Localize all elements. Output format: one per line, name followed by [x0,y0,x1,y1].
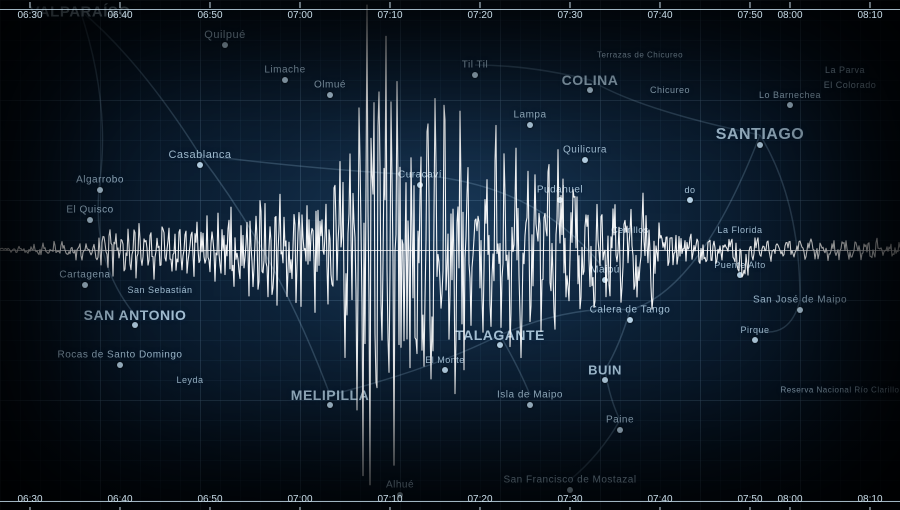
time-tick: 08:10 [857,494,882,510]
time-tick-label: 08:10 [857,10,882,21]
time-tick-label: 07:10 [377,494,402,505]
time-tick: 06:30 [17,494,42,510]
time-tick-label: 07:20 [467,10,492,21]
time-tick-label: 08:00 [777,494,802,505]
time-tick-label: 06:30 [17,494,42,505]
time-tick-label: 08:00 [777,10,802,21]
time-tick-label: 07:40 [647,494,672,505]
time-tick: 07:50 [737,2,762,21]
time-tick: 06:40 [107,2,132,21]
time-tick-label: 07:00 [287,494,312,505]
time-tick: 06:30 [17,2,42,21]
time-tick: 07:10 [377,2,402,21]
time-tick: 07:20 [467,2,492,21]
time-tick-label: 06:40 [107,494,132,505]
time-tick: 08:10 [857,2,882,21]
time-tick: 07:10 [377,494,402,510]
time-tick: 07:40 [647,494,672,510]
time-tick-label: 07:40 [647,10,672,21]
time-tick-label: 06:30 [17,10,42,21]
time-axis-top: 06:3006:4006:5007:0007:1007:2007:3007:40… [0,2,900,16]
time-axis-bottom: 06:30 06:40 06:50 07:00 07:10 07:20 07:30 07:40… [0,494,900,508]
time-tick-label: 07:20 [467,494,492,505]
time-tick: 07:30 [557,494,582,510]
time-tick-label: 07:30 [557,10,582,21]
seismograph-viewport: VALPARAÍSOCOLINASANTIAGOQuilpuéLimacheOl… [0,0,900,510]
time-tick: 06:50 [197,2,222,21]
time-tick: 07:00 [287,2,312,21]
time-tick-label: 07:50 [737,494,762,505]
time-tick-label: 07:30 [557,494,582,505]
time-tick: 07:20 [467,494,492,510]
time-tick-label: 06:40 [107,10,132,21]
time-tick: 06:50 [197,494,222,510]
time-tick-label: 06:50 [197,10,222,21]
time-tick: 07:30 [557,2,582,21]
seismogram-waveform [0,0,900,510]
time-tick: 07:00 [287,494,312,510]
time-tick-label: 07:00 [287,10,312,21]
time-tick-label: 07:10 [377,10,402,21]
time-tick: 07:40 [647,2,672,21]
time-tick: 08:00 [777,2,802,21]
time-tick-label: 08:10 [857,494,882,505]
time-tick: 08:00 [777,494,802,510]
time-tick-label: 06:50 [197,494,222,505]
time-tick: 06:40 [107,494,132,510]
time-tick: 07:50 [737,494,762,510]
waveform-path [0,5,900,485]
time-tick-label: 07:50 [737,10,762,21]
